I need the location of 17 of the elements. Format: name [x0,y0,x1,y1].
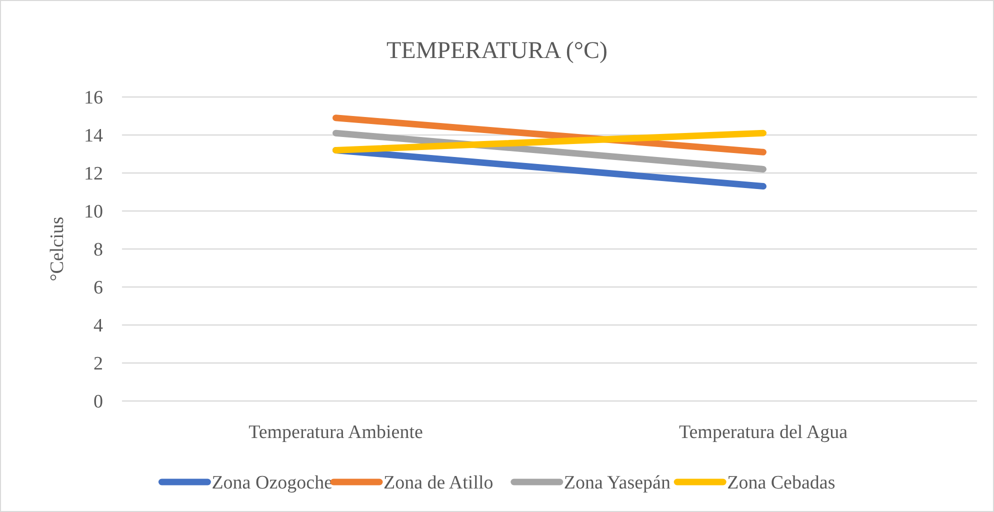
x-tick-label: Temperatura Ambiente [248,422,423,443]
y-tick-label: 10 [84,202,103,223]
y-tick-label: 0 [94,392,103,413]
y-tick-label: 14 [84,126,104,147]
y-tick-label: 6 [94,278,103,299]
legend-label: Zona de Atillo [384,472,494,494]
legend-label: Zona Cebadas [727,472,836,494]
y-axis-title: °Celcius [47,216,68,282]
legend-label: Zona Ozogoche [212,472,333,494]
y-tick-label: 2 [94,354,103,375]
y-tick-label: 4 [94,316,104,337]
y-tick-label: 16 [84,88,103,109]
legend-label: Zona Yasepán [564,472,671,494]
y-tick-label: 8 [94,240,103,261]
y-tick-label: 12 [84,164,103,185]
x-tick-label: Temperatura del Agua [678,422,848,443]
chart-title: TEMPERATURA (°C) [386,38,608,64]
